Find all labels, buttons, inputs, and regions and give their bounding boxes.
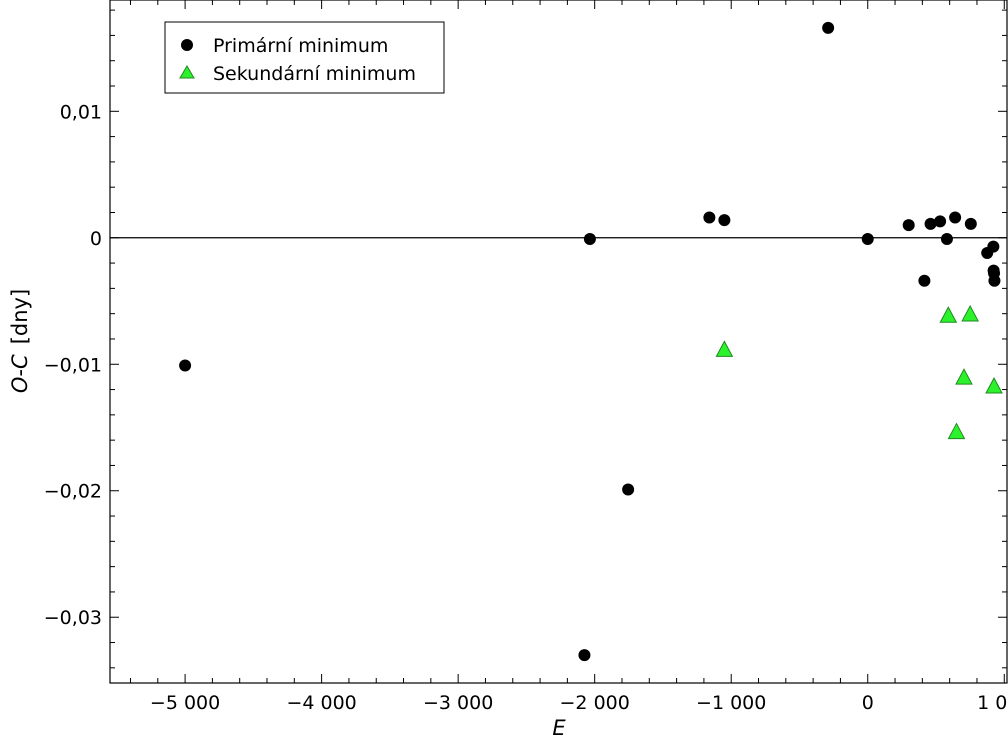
legend: Primární minimum Sekundární minimum [164,21,445,94]
legend-circle-marker [181,39,193,51]
primary-minimum-point [987,240,1000,253]
x-axis-title: E [552,716,566,740]
primary-minimum-point [703,211,716,224]
svg-text:O-C [dny]: O-C [dny] [8,289,32,393]
legend-triangle-marker [179,65,195,79]
x-tick-label: 1 000 [977,692,1008,714]
primary-minimum-point [940,233,953,246]
x-tick-label: −1 000 [696,692,766,714]
x-tick-label: 0 [862,692,874,714]
secondary-minimum-point [947,422,966,440]
y-tick-label: 0 [90,228,102,250]
legend-label-primary: Primární minimum [213,35,388,57]
secondary-minimum-point [715,340,734,357]
legend-label-secondary: Sekundární minimum [213,63,416,85]
y-tick-label: −0,03 [44,607,102,629]
primary-minimum-point [918,274,931,287]
y-axis-title-unit: [dny] [8,289,32,344]
y-tick-label: −0,01 [44,354,102,376]
primary-minimum-point [583,233,596,246]
x-tick-label: −2 000 [560,692,630,714]
primary-minimum-point [578,649,591,662]
y-ticks: 0,01 0 −0,01 −0,02 −0,03 [44,9,1007,669]
primary-minimum-point [924,217,937,230]
primary-minimum-point [902,219,915,232]
secondary-minimum-point [985,376,1003,394]
secondary-minimum-point [939,306,958,323]
x-tick-label: −4 000 [286,692,356,714]
secondary-minimum-point [961,304,979,322]
y-axis-title-symbol: O-C [8,354,32,393]
secondary-minimum-point [955,368,973,385]
primary-minimum-point [622,483,635,496]
primary-minimum-point [822,21,835,34]
primary-minimum-point [949,211,962,224]
y-tick-label: −0,02 [44,481,102,503]
primary-minimum-point [934,215,947,228]
primary-minimum-point [179,359,192,372]
x-tick-label: −3 000 [423,692,493,714]
x-tick-label: −5 000 [150,692,220,714]
plot-frame [109,0,1008,684]
primary-minimum-point [861,233,874,246]
primary-minimum-point [988,274,1001,287]
primary-minimum-point [718,214,731,227]
x-ticks: −5 000 −4 000 −3 000 −2 000 −1 000 0 1 000 [129,0,1008,714]
y-axis-title: O-C [dny] [8,289,32,393]
primary-minimum-point [964,217,977,230]
data-points [179,21,1003,662]
legend-frame [164,21,445,94]
y-tick-label: 0,01 [60,101,102,123]
